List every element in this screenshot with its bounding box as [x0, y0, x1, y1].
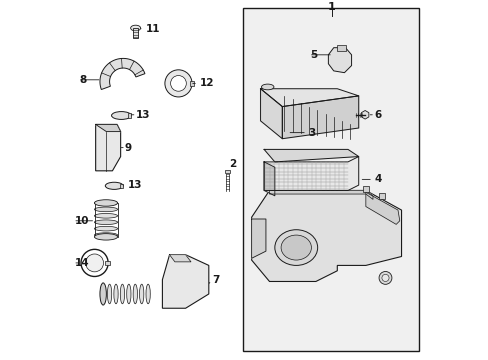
Text: 10: 10 [75, 216, 89, 226]
Text: 4: 4 [374, 174, 382, 184]
Ellipse shape [281, 235, 311, 260]
Polygon shape [361, 111, 368, 119]
Text: 3: 3 [308, 128, 315, 138]
Ellipse shape [133, 284, 137, 304]
Text: 8: 8 [80, 75, 87, 85]
Text: 13: 13 [127, 180, 142, 190]
Ellipse shape [94, 233, 118, 237]
Polygon shape [260, 89, 358, 107]
Ellipse shape [261, 84, 273, 90]
Ellipse shape [107, 284, 111, 304]
Bar [242, 8, 419, 351]
Bar [133, 28, 138, 38]
Ellipse shape [274, 230, 317, 265]
Text: 2: 2 [228, 159, 236, 169]
Polygon shape [96, 125, 121, 171]
Ellipse shape [111, 112, 131, 120]
Ellipse shape [120, 284, 124, 304]
Text: 13: 13 [135, 110, 150, 120]
Bar [189, 81, 194, 86]
Ellipse shape [94, 207, 118, 212]
Ellipse shape [114, 284, 118, 304]
Text: 9: 9 [124, 143, 132, 153]
Ellipse shape [94, 226, 118, 231]
Ellipse shape [139, 284, 143, 304]
Polygon shape [251, 190, 401, 282]
Bar [362, 186, 368, 192]
Circle shape [378, 271, 391, 284]
Text: 6: 6 [373, 110, 381, 120]
Polygon shape [162, 255, 208, 308]
Polygon shape [264, 157, 358, 190]
Bar [127, 113, 131, 118]
Polygon shape [282, 96, 358, 139]
Ellipse shape [130, 25, 141, 31]
Ellipse shape [94, 220, 118, 225]
Ellipse shape [94, 213, 118, 218]
Bar [105, 261, 109, 265]
Polygon shape [260, 89, 282, 139]
Polygon shape [269, 190, 372, 199]
Bar [378, 193, 384, 199]
Polygon shape [169, 255, 191, 262]
Text: 12: 12 [200, 78, 214, 88]
Polygon shape [251, 219, 265, 258]
Circle shape [381, 274, 388, 282]
Ellipse shape [126, 284, 131, 304]
Text: 7: 7 [212, 275, 219, 285]
Polygon shape [264, 149, 358, 162]
Polygon shape [96, 125, 121, 131]
Ellipse shape [146, 284, 150, 304]
Text: 14: 14 [75, 258, 89, 268]
Ellipse shape [94, 201, 118, 205]
Circle shape [164, 70, 192, 97]
Polygon shape [264, 162, 274, 196]
Ellipse shape [94, 200, 118, 206]
Ellipse shape [105, 182, 123, 189]
Ellipse shape [100, 283, 106, 305]
Polygon shape [365, 192, 399, 224]
Polygon shape [328, 48, 351, 73]
Ellipse shape [94, 234, 118, 240]
Polygon shape [100, 58, 144, 90]
Circle shape [85, 254, 103, 272]
Text: 5: 5 [310, 50, 317, 60]
Text: 1: 1 [327, 2, 335, 12]
Text: 11: 11 [145, 24, 160, 34]
Bar [337, 45, 346, 51]
Polygon shape [224, 170, 229, 173]
Circle shape [170, 76, 186, 91]
Bar [120, 184, 123, 188]
